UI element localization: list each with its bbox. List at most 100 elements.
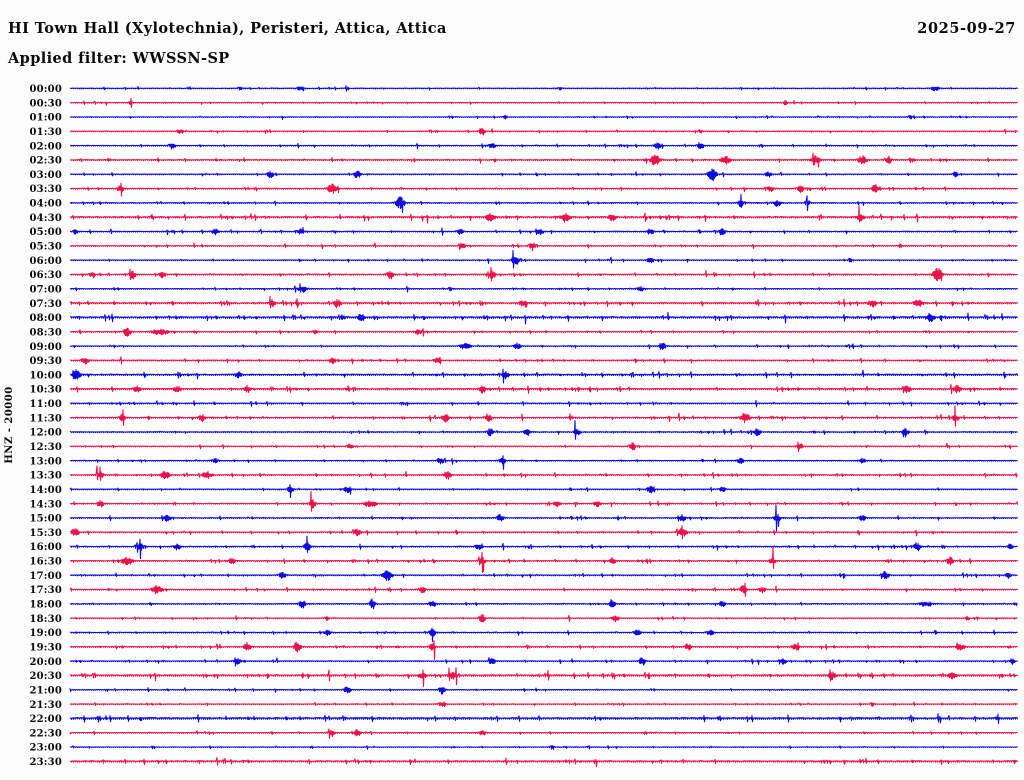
time-label: 11:30: [29, 413, 62, 424]
time-label: 14:30: [29, 499, 62, 510]
page-title: HI Town Hall (Xylotechnia), Peristeri, A…: [8, 20, 447, 37]
time-label: 12:30: [29, 442, 62, 453]
trace-row: [69, 327, 1018, 337]
time-label: 07:30: [29, 299, 62, 310]
time-label: 07:00: [29, 285, 62, 296]
trace-row: [69, 283, 1018, 293]
time-label: 22:30: [29, 728, 62, 739]
trace-row: [69, 342, 1018, 351]
time-label: 20:00: [29, 657, 62, 668]
time-label: 02:00: [29, 141, 62, 152]
time-label: 23:30: [29, 757, 62, 768]
time-label: 03:00: [29, 170, 62, 181]
trace-row: [69, 582, 1018, 597]
trace-row: [69, 85, 1018, 92]
time-label: 02:30: [29, 156, 62, 167]
channel-scale-label: HNZ - 20000: [4, 386, 15, 463]
filter-label: Applied filter: WWSSN-SP: [8, 50, 230, 67]
trace-row: [70, 97, 1018, 108]
time-label: 03:30: [29, 184, 62, 195]
trace-rows: 00:00 00:30 01:00 01:30 02:00 02:30 03:00 03:30…: [29, 84, 1019, 768]
time-label: 06:00: [29, 256, 62, 267]
time-label: 18:00: [29, 600, 62, 611]
trace-row: [69, 745, 1018, 750]
trace-row: [70, 627, 1018, 643]
time-label: 09:00: [29, 342, 62, 353]
time-label: 15:30: [29, 528, 62, 539]
trace-row: [69, 491, 1019, 512]
trace-row: [69, 686, 1018, 695]
trace-row: [70, 182, 1018, 197]
time-label: 10:00: [29, 370, 62, 381]
trace-row: [69, 614, 1018, 623]
trace-row: [69, 525, 1018, 540]
trace-row: [69, 757, 1019, 768]
trace-row: [69, 701, 1018, 708]
trace-row: [70, 405, 1018, 427]
trace-row: [70, 356, 1018, 365]
trace-row: [70, 152, 1018, 168]
time-label: 08:30: [29, 327, 62, 338]
time-label: 18:30: [29, 614, 62, 625]
time-label: 10:30: [29, 385, 62, 396]
trace-row: [69, 249, 1018, 269]
trace-row: [69, 570, 1018, 581]
time-label: 08:00: [29, 313, 62, 324]
trace-row: [69, 399, 1018, 408]
trace-row: [69, 193, 1018, 214]
trace-row: [69, 226, 1018, 236]
time-label: 05:30: [29, 242, 62, 253]
time-label: 19:00: [29, 628, 62, 639]
trace-row: [69, 598, 1018, 610]
time-label: 12:00: [29, 428, 62, 439]
time-label: 17:00: [29, 571, 62, 582]
time-label: 16:30: [29, 557, 62, 568]
time-label: 00:30: [29, 98, 62, 109]
trace-row: [70, 504, 1018, 532]
time-label: 17:30: [29, 585, 62, 596]
trace-row: [69, 465, 1018, 481]
trace-row: [69, 383, 1018, 395]
trace-row: [69, 535, 1018, 560]
trace-row: [69, 546, 1018, 573]
trace-row: [69, 141, 1018, 150]
trace-row: [69, 420, 1018, 440]
trace-row: [69, 168, 1018, 182]
time-label: 00:00: [29, 84, 62, 95]
trace-row: [69, 205, 1018, 224]
trace-row: [70, 657, 1018, 667]
time-label: 01:30: [29, 127, 62, 138]
trace-row: [69, 114, 1018, 120]
date-label: 2025-09-27: [917, 20, 1016, 37]
trace-row: [70, 713, 1019, 725]
time-label: 01:00: [29, 113, 62, 124]
time-label: 09:30: [29, 356, 62, 367]
trace-row: [69, 667, 1018, 687]
time-label: 04:30: [29, 213, 62, 224]
time-label: 13:00: [29, 456, 62, 467]
time-label: 22:00: [29, 714, 62, 725]
trace-row: [70, 312, 1018, 325]
time-label: 05:00: [29, 227, 62, 238]
trace-row: [70, 127, 1018, 136]
trace-row: [69, 728, 1018, 739]
time-label: 23:00: [29, 743, 62, 754]
trace-row: [69, 368, 1019, 384]
time-label: 04:00: [29, 199, 62, 210]
time-label: 13:30: [29, 471, 62, 482]
time-label: 19:30: [29, 643, 62, 654]
time-label: 15:00: [29, 514, 62, 525]
time-label: 20:30: [29, 671, 62, 682]
time-label: 16:00: [29, 542, 62, 553]
time-label: 21:00: [29, 685, 62, 696]
time-label: 11:00: [29, 399, 62, 410]
time-label: 21:30: [29, 700, 62, 711]
trace-row: [69, 483, 1018, 499]
trace-row: [69, 242, 1018, 251]
trace-row: [69, 295, 1018, 309]
trace-row: [70, 266, 1018, 282]
trace-row: [69, 455, 1018, 470]
time-label: 14:00: [29, 485, 62, 496]
